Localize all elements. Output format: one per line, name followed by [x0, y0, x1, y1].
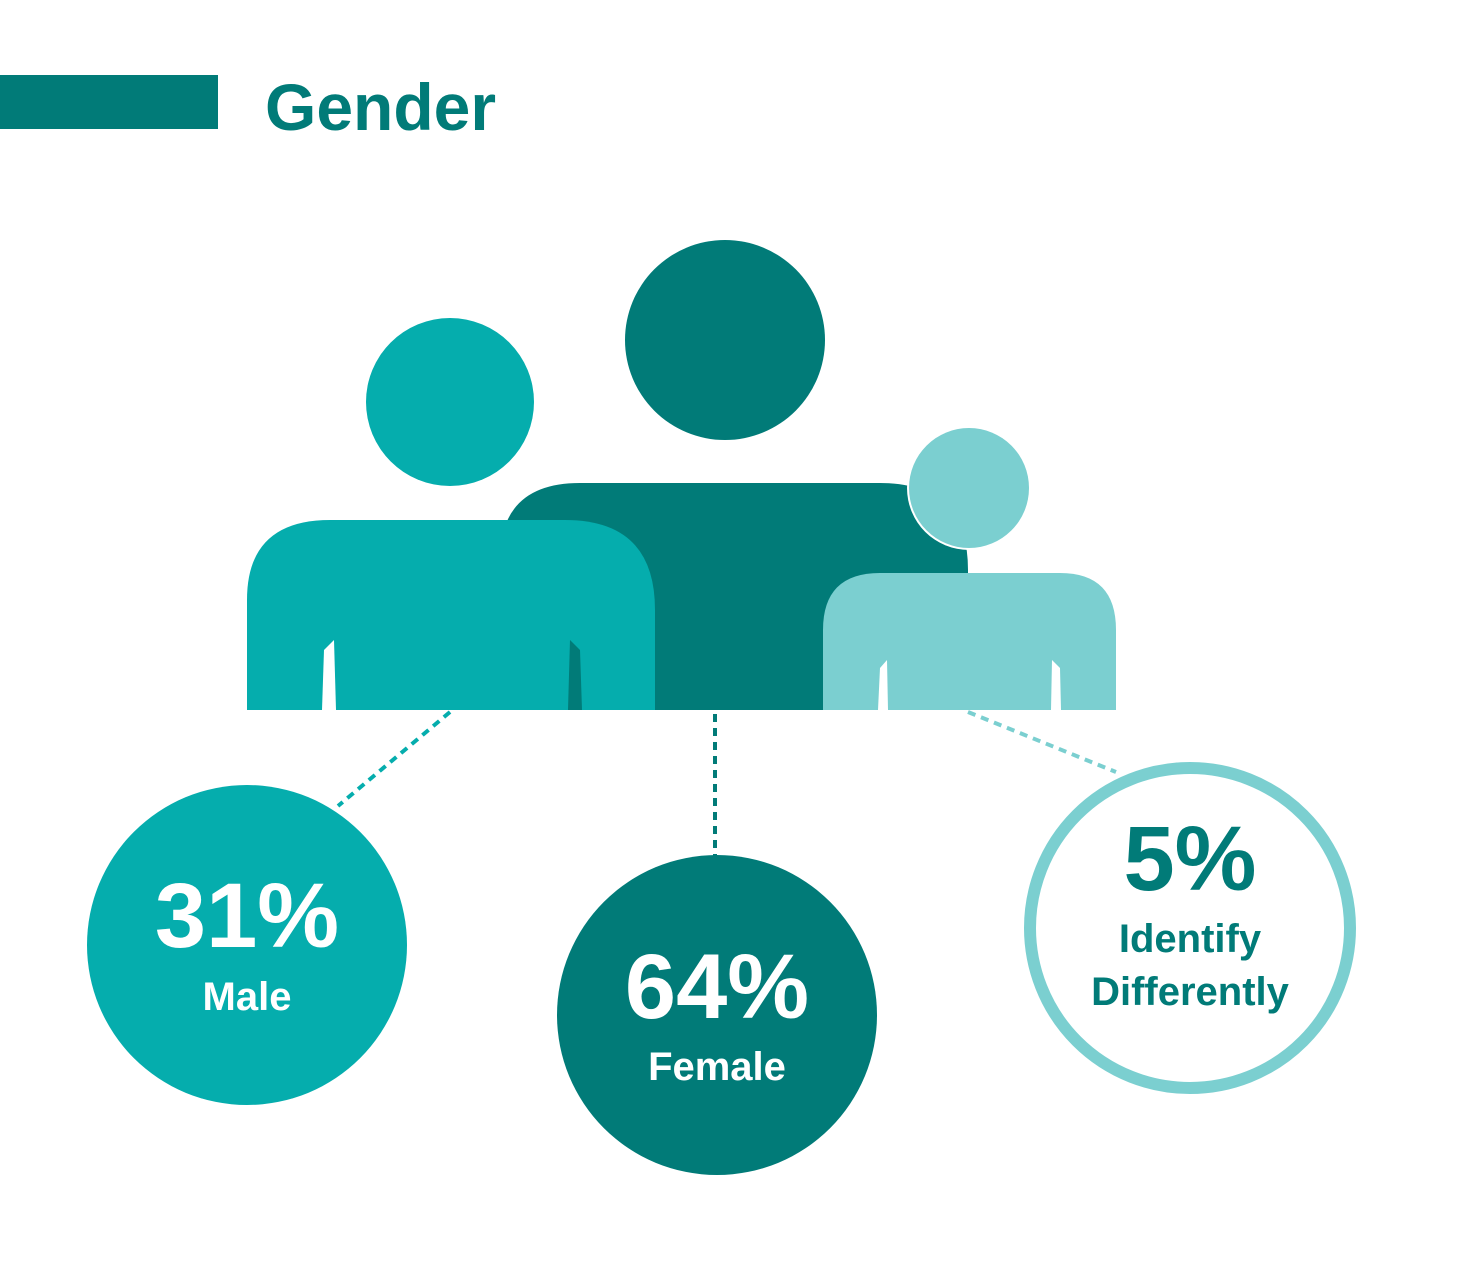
arm-gap — [1051, 660, 1061, 710]
female-label: Female — [648, 1045, 786, 1089]
female-circle — [557, 855, 877, 1175]
other-circle — [1024, 762, 1356, 1094]
male-circle — [87, 785, 407, 1105]
arm-gap — [322, 640, 336, 710]
arm-gap — [878, 660, 888, 710]
male-label: Male — [203, 975, 292, 1019]
other-percent: 5% — [1124, 808, 1257, 910]
connector — [336, 710, 452, 808]
female-head — [625, 240, 825, 440]
female-percent: 64% — [625, 936, 809, 1038]
title: Gender — [265, 70, 496, 144]
connector — [967, 710, 1117, 774]
other-label: Identify — [1119, 917, 1262, 961]
other-label: Differently — [1091, 970, 1290, 1014]
other-head — [909, 428, 1029, 548]
title-bar — [0, 75, 218, 129]
male-head — [366, 318, 534, 486]
male-body — [247, 520, 655, 710]
male-percent: 31% — [155, 865, 339, 967]
arm-gap — [568, 640, 582, 710]
other-body — [823, 573, 1116, 710]
